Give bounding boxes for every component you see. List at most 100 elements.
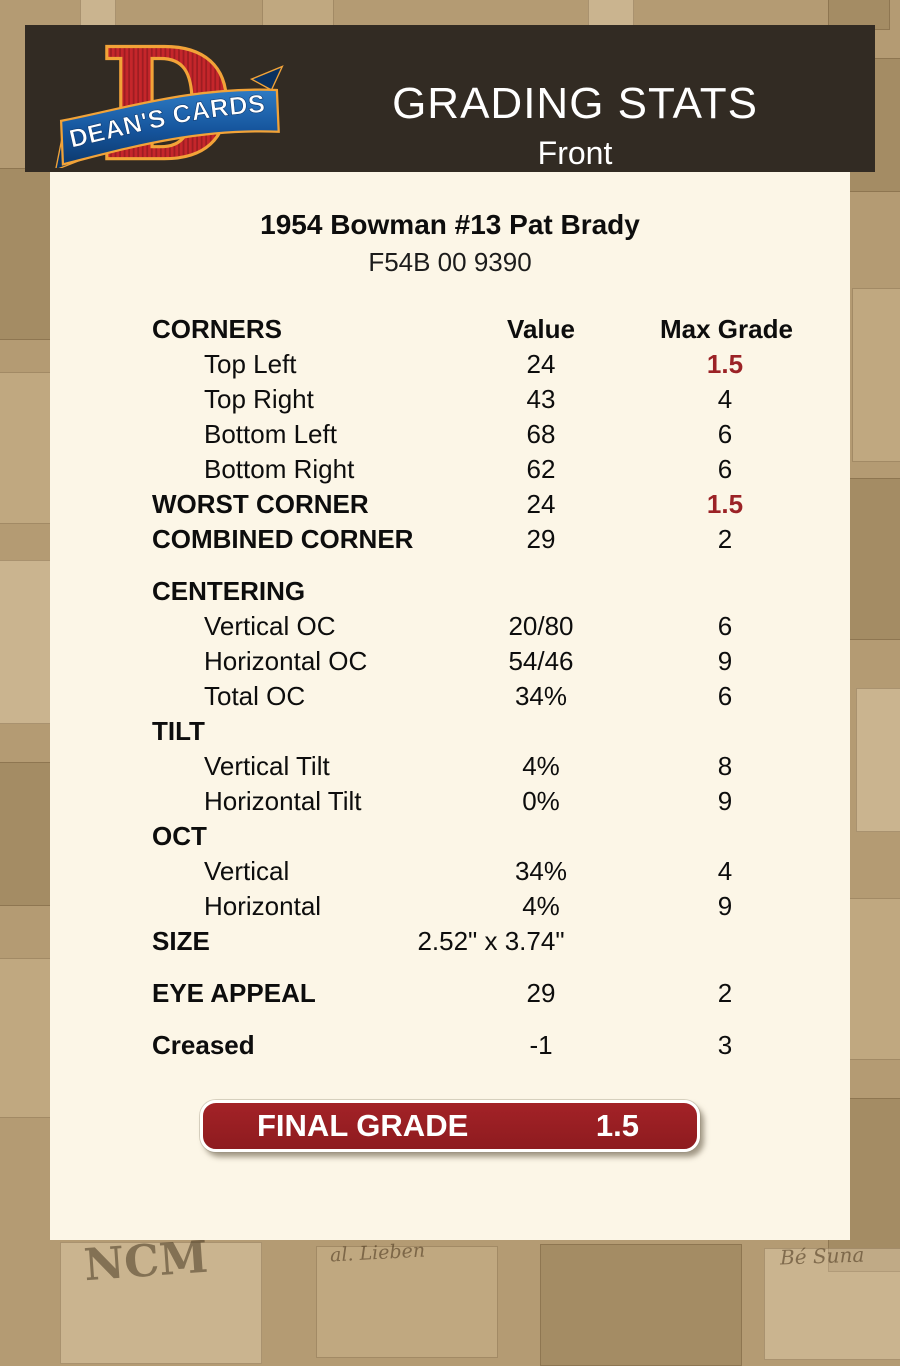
card-title: 1954 Bowman #13 Pat Brady bbox=[260, 209, 640, 240]
row-max-grade: 9 bbox=[717, 786, 733, 816]
row-value: 4% bbox=[522, 891, 560, 921]
page-title: GRADING STATS bbox=[392, 79, 758, 128]
row-value: 29 bbox=[526, 978, 556, 1008]
final-grade-button[interactable]: FINAL GRADE 1.5 bbox=[200, 1100, 700, 1152]
table-row: Vertical OC 20/80 6 bbox=[50, 609, 850, 644]
row-max-grade: 6 bbox=[717, 681, 733, 711]
table-header-row: CORNERS Value Max Grade bbox=[50, 312, 850, 347]
background-letters: NCM bbox=[82, 1231, 210, 1292]
background-card bbox=[840, 898, 900, 1060]
row-value bbox=[422, 819, 660, 854]
row-value: 20/80 bbox=[508, 611, 574, 641]
table-row: EYE APPEAL 29 2 bbox=[50, 976, 850, 1011]
table-row: Vertical 34% 4 bbox=[50, 854, 850, 889]
row-value: 43 bbox=[526, 384, 556, 414]
row-value bbox=[422, 574, 660, 609]
row-value: 62 bbox=[526, 454, 556, 484]
background-scribble: Bé Suna bbox=[779, 1242, 865, 1270]
final-grade-value: 1.5 bbox=[595, 1108, 639, 1143]
row-value: 24 bbox=[526, 349, 556, 379]
row-max-grade: 4 bbox=[717, 856, 733, 886]
row-label: Horizontal Tilt bbox=[204, 786, 362, 816]
table-row: Vertical Tilt 4% 8 bbox=[50, 749, 850, 784]
background-card bbox=[856, 688, 900, 832]
row-label: Bottom Left bbox=[204, 419, 337, 449]
table-row: SIZE 2.52" x 3.74" bbox=[50, 924, 850, 959]
row-value: 24 bbox=[526, 489, 556, 519]
row-label: Vertical Tilt bbox=[204, 751, 330, 781]
row-label-creased: Creased bbox=[152, 1030, 255, 1060]
background-card bbox=[0, 168, 58, 340]
background-card bbox=[80, 0, 116, 27]
row-value: 34% bbox=[514, 681, 568, 711]
table-row: TILT bbox=[50, 714, 850, 749]
row-max-grade bbox=[660, 924, 790, 959]
row-value: -1 bbox=[529, 1030, 553, 1060]
row-max-grade: 1.5 bbox=[706, 489, 744, 519]
row-max-grade: 2 bbox=[717, 978, 733, 1008]
background-card bbox=[0, 958, 58, 1118]
row-label-eye-appeal: EYE APPEAL bbox=[152, 978, 316, 1008]
table-row: Bottom Left 68 6 bbox=[50, 417, 850, 452]
row-label: WORST CORNER bbox=[152, 489, 369, 519]
row-label: COMBINED CORNER bbox=[152, 524, 414, 554]
row-value: 29 bbox=[526, 524, 556, 554]
row-value: 54/46 bbox=[508, 646, 574, 676]
row-label: Top Left bbox=[204, 349, 297, 379]
table-row: Horizontal 4% 9 bbox=[50, 889, 850, 924]
background-card bbox=[0, 372, 58, 524]
row-max-grade bbox=[660, 819, 790, 854]
row-label: Horizontal bbox=[204, 891, 322, 921]
section-label-corners: CORNERS bbox=[152, 314, 283, 344]
table-row: Top Left 24 1.5 bbox=[50, 347, 850, 382]
row-label: Horizontal OC bbox=[204, 646, 368, 676]
table-row: Creased -1 3 bbox=[50, 1028, 850, 1063]
row-max-grade: 6 bbox=[717, 419, 733, 449]
table-row: Top Right 43 4 bbox=[50, 382, 850, 417]
background-card bbox=[262, 0, 334, 27]
row-label: Vertical OC bbox=[204, 611, 336, 641]
background-card bbox=[0, 560, 55, 724]
ribbon-tail-right bbox=[249, 65, 284, 91]
column-header-value: Value bbox=[507, 314, 575, 344]
grading-table: CORNERS Value Max Grade Top Left 24 1.5 … bbox=[50, 312, 850, 1063]
row-max-grade: 3 bbox=[717, 1030, 733, 1060]
row-label: Top Right bbox=[204, 384, 314, 414]
row-max-grade: 6 bbox=[717, 454, 733, 484]
background-card bbox=[588, 0, 634, 27]
table-row: Bottom Right 62 6 bbox=[50, 452, 850, 487]
table-row: CENTERING bbox=[50, 574, 850, 609]
row-max-grade: 1.5 bbox=[706, 349, 744, 379]
row-value: 0% bbox=[522, 786, 560, 816]
row-value: 2.52" x 3.74" bbox=[417, 926, 565, 956]
row-value: 4% bbox=[522, 751, 560, 781]
row-max-grade: 6 bbox=[717, 611, 733, 641]
background-card bbox=[852, 288, 900, 462]
header-bar: D D DEAN'S CARDS GRADING STATS Front bbox=[25, 25, 875, 172]
row-label: Vertical bbox=[204, 856, 290, 886]
row-label: Bottom Right bbox=[204, 454, 355, 484]
row-value: 34% bbox=[514, 856, 568, 886]
deans-cards-logo: D D DEAN'S CARDS bbox=[55, 32, 284, 168]
section-label-centering: CENTERING bbox=[152, 576, 306, 606]
row-max-grade: 8 bbox=[717, 751, 733, 781]
table-row: Horizontal OC 54/46 9 bbox=[50, 644, 850, 679]
row-max-grade: 2 bbox=[717, 524, 733, 554]
row-max-grade bbox=[660, 714, 790, 749]
card-code: F54B 00 9390 bbox=[368, 247, 532, 277]
table-row: Total OC 34% 6 bbox=[50, 679, 850, 714]
table-row: WORST CORNER 24 1.5 bbox=[50, 487, 850, 522]
page-subtitle: Front bbox=[537, 135, 613, 171]
row-value bbox=[422, 714, 660, 749]
row-value: 68 bbox=[526, 419, 556, 449]
table-row: Horizontal Tilt 0% 9 bbox=[50, 784, 850, 819]
row-label: Total OC bbox=[204, 681, 306, 711]
row-max-grade: 4 bbox=[717, 384, 733, 414]
table-row: COMBINED CORNER 29 2 bbox=[50, 522, 850, 557]
final-grade-label: FINAL GRADE bbox=[257, 1108, 469, 1143]
row-max-grade bbox=[660, 574, 790, 609]
section-label-size: SIZE bbox=[152, 926, 210, 956]
table-row: OCT bbox=[50, 819, 850, 854]
grading-panel: 1954 Bowman #13 Pat Brady F54B 00 9390 C… bbox=[50, 172, 850, 1240]
section-label-tilt: TILT bbox=[152, 716, 205, 746]
